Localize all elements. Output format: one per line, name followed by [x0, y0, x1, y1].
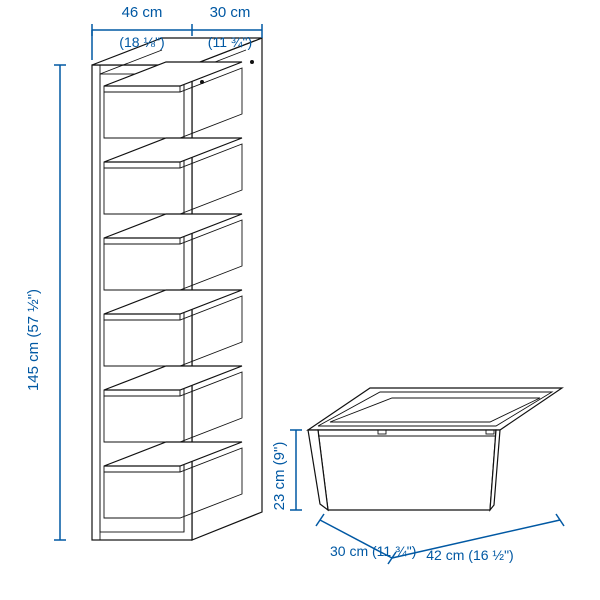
box-height-cm: 23 cm	[271, 469, 288, 510]
storage-box	[308, 388, 562, 510]
width-cm: 46 cm	[122, 4, 163, 21]
height-in: (57 ½")	[25, 289, 42, 338]
width-in: (18 ⅛")	[119, 34, 164, 50]
depth-in: (11 ¾")	[208, 34, 252, 50]
box-width-in: (16 ½")	[468, 547, 513, 563]
svg-text:23 cm (9"): 23 cm (9")	[271, 442, 288, 511]
svg-text:42 cm (16 ½"): 42 cm (16 ½")	[426, 547, 513, 563]
box-height-in: (9")	[271, 442, 288, 466]
shelf-unit	[92, 38, 262, 540]
box-width-cm: 42 cm	[426, 547, 464, 563]
height-cm: 145 cm	[25, 342, 42, 391]
depth-cm: 30 cm	[210, 4, 251, 21]
svg-text:145 cm (57 ½"): 145 cm (57 ½")	[25, 289, 42, 391]
svg-text:30 cm (11 ¾"): 30 cm (11 ¾")	[330, 543, 416, 559]
dim-box-height: 23 cm (9")	[271, 430, 302, 510]
box-depth-in: (11 ¾")	[372, 543, 416, 559]
dim-height: 145 cm (57 ½")	[25, 65, 66, 540]
dimension-diagram: 145 cm (57 ½") 46 cm (18 ⅛") 30 cm (11 ¾…	[0, 0, 600, 600]
box-depth-cm: 30 cm	[330, 543, 368, 559]
dim-box-width: 42 cm (16 ½")	[392, 514, 564, 563]
